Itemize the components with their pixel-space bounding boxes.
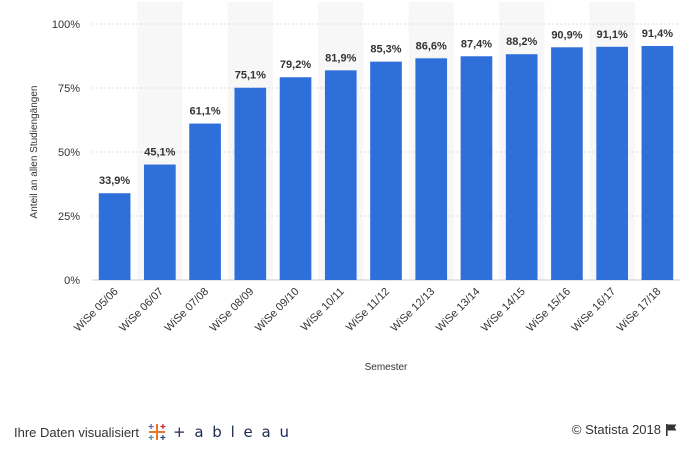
footer-credit: Ihre Daten visualisiert + a b l e a u xyxy=(14,422,291,442)
bar xyxy=(144,164,176,280)
x-tick-label: WiSe 07/08 xyxy=(162,286,211,335)
tableau-wordmark: + a b l e a u xyxy=(173,423,291,441)
bar xyxy=(460,56,493,281)
bar-chart: 33,9% 45,1% 61,1% 75,1% 79,2% 81,9% 85,3% 86,6%… xyxy=(29,19,680,373)
bar xyxy=(415,58,448,280)
x-tick-label: WiSe 14/15 xyxy=(479,286,528,335)
y-axis-label: Anteil an allen Studiengängen xyxy=(29,86,40,219)
y-tick-label: 25% xyxy=(58,211,80,223)
data-label: 81,9% xyxy=(325,52,356,64)
data-label: 91,4% xyxy=(642,28,673,40)
tableau-logo[interactable]: + a b l e a u xyxy=(147,422,291,442)
footer-credit-text: Ihre Daten visualisiert xyxy=(14,424,139,440)
data-label: 91,1% xyxy=(597,29,628,41)
bars xyxy=(98,46,674,281)
data-labels: 33,9% 45,1% 61,1% 75,1% 79,2% 81,9% 85,3% 86,6%… xyxy=(99,28,673,187)
bar xyxy=(641,46,674,281)
tableau-logo-icon xyxy=(148,424,166,440)
bar xyxy=(370,61,402,280)
y-tick-label: 50% xyxy=(58,147,80,159)
data-label: 79,2% xyxy=(280,59,311,71)
data-label: 88,2% xyxy=(506,36,537,48)
data-label: 75,1% xyxy=(235,70,266,82)
x-tick-label: WiSe 15/16 xyxy=(524,286,573,335)
x-tick-label: WiSe 13/14 xyxy=(434,286,483,335)
x-axis-label: Semester xyxy=(365,362,408,373)
data-label: 45,1% xyxy=(144,147,175,159)
x-tick-label: WiSe 16/17 xyxy=(570,286,619,335)
x-tick-label: WiSe 05/06 xyxy=(72,286,121,335)
data-label: 85,3% xyxy=(370,44,401,56)
y-tick-label: 0% xyxy=(64,275,80,287)
x-tick-label: WiSe 12/13 xyxy=(389,286,438,335)
data-label: 33,9% xyxy=(99,175,130,187)
bar xyxy=(98,193,131,280)
y-tick-label: 75% xyxy=(58,83,80,95)
x-tick-label: WiSe 08/09 xyxy=(208,286,257,335)
x-tick-label: WiSe 11/12 xyxy=(344,286,392,334)
bar xyxy=(505,54,538,280)
bar xyxy=(596,46,628,281)
flag-icon xyxy=(666,423,677,436)
data-label: 87,4% xyxy=(461,38,492,50)
copyright-text: © Statista 2018 xyxy=(571,422,661,437)
data-label: 61,1% xyxy=(189,106,220,118)
footer: Ihre Daten visualisiert + a b l e a u © … xyxy=(0,418,689,446)
x-tick-label: WiSe 10/11 xyxy=(299,286,347,334)
data-label: 90,9% xyxy=(551,29,582,41)
bar xyxy=(551,47,583,280)
data-label: 86,6% xyxy=(416,40,447,52)
x-tick-label: WiSe 06/07 xyxy=(117,286,166,335)
bar xyxy=(234,87,267,280)
y-tick-label: 100% xyxy=(52,19,80,31)
x-tick-label: WiSe 09/10 xyxy=(253,286,302,335)
x-tick-label: WiSe 17/18 xyxy=(615,286,664,335)
bar xyxy=(189,123,221,280)
bar xyxy=(324,70,357,280)
statista-credit[interactable]: © Statista 2018 xyxy=(572,422,677,437)
bar xyxy=(279,77,312,280)
y-axis-ticks: 0% 25% 50% 75% 100% xyxy=(52,19,80,287)
